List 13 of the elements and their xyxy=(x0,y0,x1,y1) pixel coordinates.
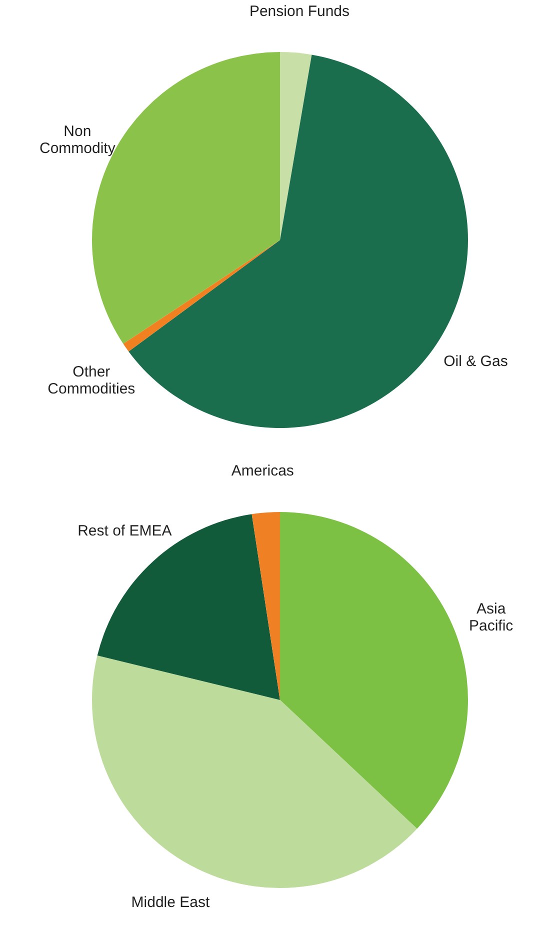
slice-label: Non Commodity xyxy=(39,123,116,158)
pie-slice xyxy=(252,512,280,700)
pie-slice xyxy=(123,240,280,352)
slice-label: Other Commodities xyxy=(48,364,136,398)
pie-slice xyxy=(280,52,312,240)
slice-label: Rest of EMEA xyxy=(78,522,172,540)
slice-label: Middle East xyxy=(131,894,210,912)
pie-slice xyxy=(92,656,418,888)
slice-label: Americas xyxy=(231,462,294,480)
pie-slice xyxy=(280,512,468,829)
slice-label: Pension Funds xyxy=(249,2,350,20)
slice-label: Asia Pacific xyxy=(468,600,514,635)
slice-label: Oil & Gas xyxy=(444,352,508,370)
